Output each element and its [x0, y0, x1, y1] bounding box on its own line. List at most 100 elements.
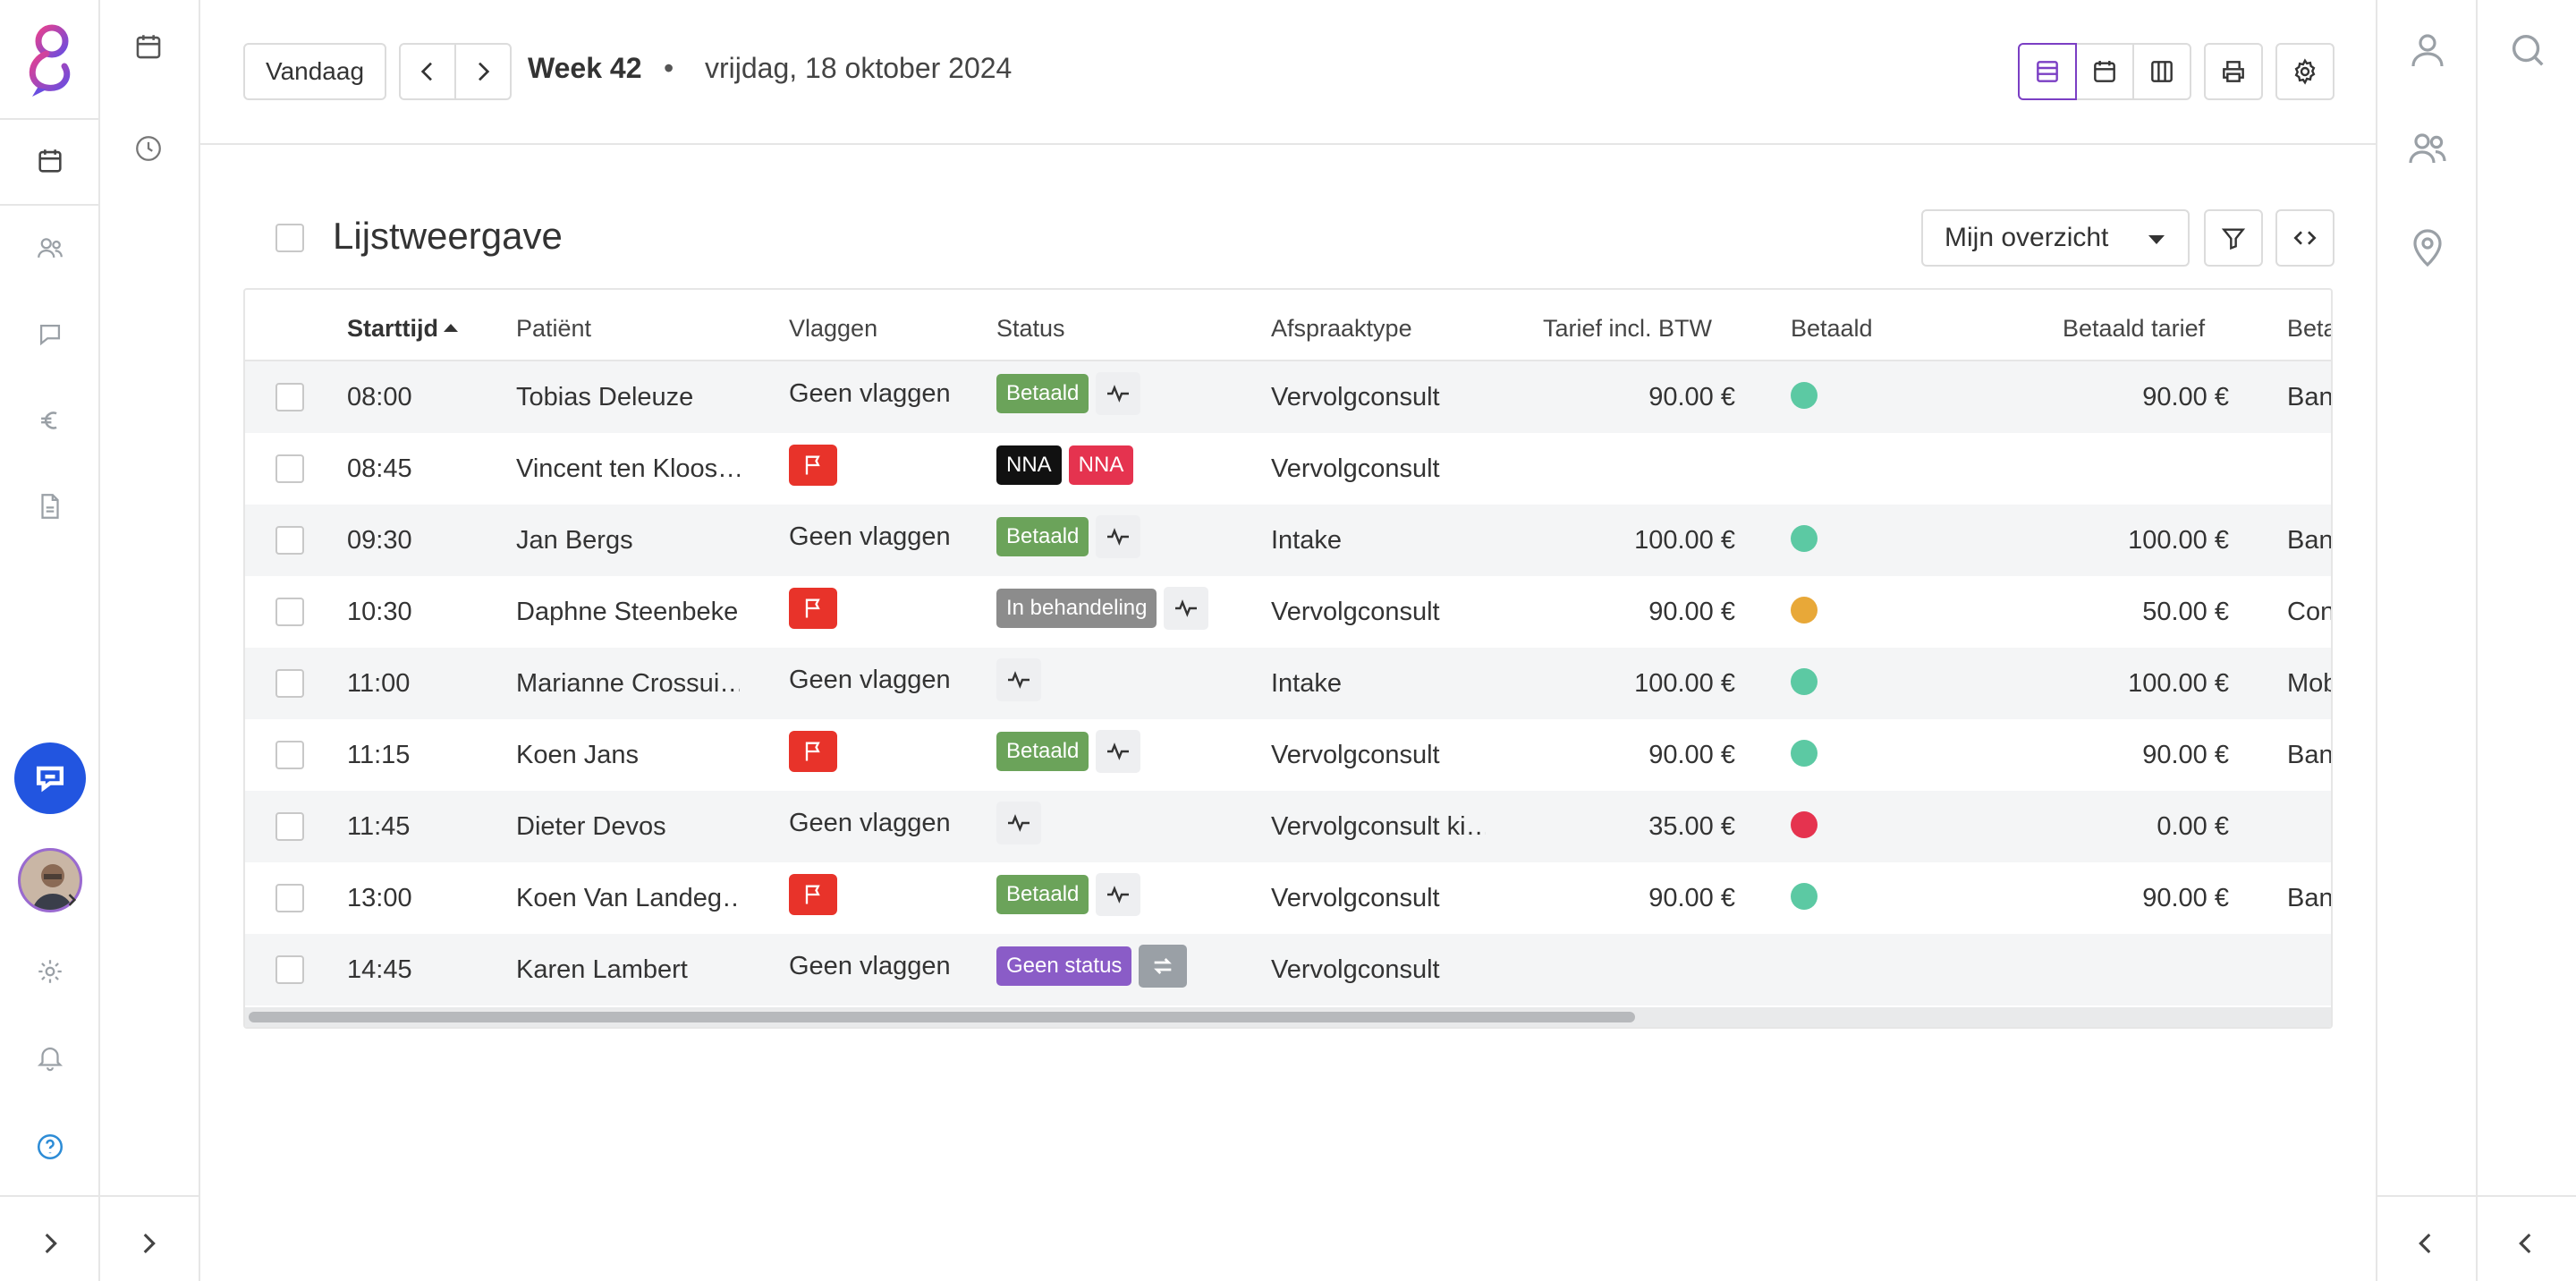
row-checkbox[interactable] [275, 526, 304, 555]
expand-subnav-icon[interactable] [127, 1222, 170, 1265]
group-icon[interactable] [2404, 125, 2451, 172]
activity-icon[interactable] [1164, 587, 1209, 630]
column-header-status[interactable]: Status [996, 315, 1065, 342]
table-row[interactable]: 11:00 Marianne Crossui… Geen vlaggen Intake… [245, 648, 2331, 719]
notifications-icon[interactable] [29, 1036, 72, 1079]
column-header-betaalmethode[interactable]: Beta [2287, 315, 2333, 342]
column-header-starttijd[interactable]: Starttijd [347, 315, 439, 342]
horizontal-scrollbar[interactable] [245, 1007, 2331, 1027]
view-select-dropdown[interactable]: Mijn overzicht [1921, 209, 2190, 267]
row-checkbox[interactable] [275, 955, 304, 984]
activity-icon[interactable] [1096, 873, 1141, 916]
expand-nav-icon[interactable] [29, 1222, 72, 1265]
patient-name[interactable]: Jan Bergs [516, 525, 633, 555]
rate: 90.00 € [1648, 883, 1735, 912]
flag-icon[interactable] [789, 731, 837, 772]
column-header-patient[interactable]: Patiënt [516, 315, 592, 342]
settings-icon[interactable] [29, 950, 72, 993]
patient-name[interactable]: Tobias Deleuze [516, 382, 694, 411]
patient-name[interactable]: Marianne Crossui… [516, 668, 740, 698]
activity-icon[interactable] [996, 802, 1041, 844]
paid-rate: 50.00 € [2142, 597, 2229, 626]
euro-icon[interactable] [29, 399, 72, 442]
status-badge[interactable]: Betaald [996, 374, 1089, 413]
clock-icon[interactable] [127, 127, 170, 170]
status-cell [996, 787, 1041, 859]
code-view-button[interactable] [2275, 209, 2334, 267]
person-icon[interactable] [2404, 27, 2451, 73]
status-badge[interactable]: Geen status [996, 946, 1132, 986]
day-view-button[interactable] [2075, 43, 2134, 100]
row-checkbox[interactable] [275, 598, 304, 626]
table-row[interactable]: 08:00 Tobias Deleuze Geen vlaggen Betaald Ve… [245, 361, 2331, 433]
column-header-betaald[interactable]: Betaald [1791, 315, 1873, 342]
collapse-search-icon[interactable] [2504, 1222, 2547, 1265]
rate: 100.00 € [1634, 525, 1735, 555]
activity-icon[interactable] [1096, 372, 1141, 415]
list-view-button[interactable] [2018, 43, 2077, 100]
row-checkbox[interactable] [275, 383, 304, 411]
row-checkbox[interactable] [275, 454, 304, 483]
paid-status-dot [1791, 668, 1818, 695]
user-avatar[interactable] [18, 848, 82, 912]
help-icon[interactable] [29, 1125, 72, 1168]
column-header-vlaggen[interactable]: Vlaggen [789, 315, 878, 342]
document-icon[interactable] [29, 485, 72, 528]
status-badge[interactable]: In behandeling [996, 589, 1157, 628]
table-row[interactable]: 11:45 Dieter Devos Geen vlaggen Vervolgcons… [245, 791, 2331, 862]
calendar-icon[interactable] [29, 140, 72, 182]
recurring-icon[interactable] [1139, 945, 1188, 988]
status-badge[interactable]: Betaald [996, 732, 1089, 771]
column-header-tarief[interactable]: Tarief incl. BTW [1543, 315, 1713, 342]
activity-icon[interactable] [1096, 730, 1141, 773]
week-view-button[interactable] [2132, 43, 2191, 100]
messages-icon[interactable] [29, 313, 72, 356]
previous-week-button[interactable] [399, 43, 456, 100]
patient-name[interactable]: Koen Jans [516, 740, 640, 769]
table-row[interactable]: 08:45 Vincent ten Kloos… NNA NNA Vervolgcons… [245, 433, 2331, 505]
table-row[interactable]: 09:30 Jan Bergs Geen vlaggen Betaald Intake 1… [245, 505, 2331, 576]
patient-name[interactable]: Dieter Devos [516, 811, 666, 841]
table-row[interactable]: 11:15 Koen Jans Betaald Vervolgconsult 90.00… [245, 719, 2331, 791]
today-button[interactable]: Vandaag [243, 43, 386, 100]
activity-icon[interactable] [1096, 515, 1141, 558]
flag-icon[interactable] [789, 588, 837, 629]
appointments-table: Starttijd Patiënt Vlaggen Status Afspraa… [243, 288, 2333, 1029]
search-icon[interactable] [2504, 27, 2551, 73]
patient-name[interactable]: Vincent ten Kloos… [516, 454, 740, 483]
patient-name[interactable]: Daphne Steenbeke [516, 597, 739, 626]
status-badge[interactable]: Betaald [996, 517, 1089, 556]
status-badge-nna-alert[interactable]: NNA [1068, 445, 1134, 485]
next-week-button[interactable] [454, 43, 512, 100]
patients-icon[interactable] [29, 227, 72, 270]
paid-status-dot [1791, 740, 1818, 767]
settings-button[interactable] [2275, 43, 2334, 100]
flag-icon[interactable] [789, 874, 837, 915]
filter-button[interactable] [2204, 209, 2263, 267]
row-checkbox[interactable] [275, 741, 304, 769]
status-badge[interactable]: Betaald [996, 875, 1089, 914]
column-header-afspraaktype[interactable]: Afspraaktype [1271, 315, 1412, 342]
location-icon[interactable] [2404, 225, 2451, 272]
status-badge-nna[interactable]: NNA [996, 445, 1062, 485]
table-row[interactable]: 13:00 Koen Van Landeg… Betaald Vervolgconsu… [245, 862, 2331, 934]
support-chat-button[interactable] [14, 742, 86, 814]
flag-icon[interactable] [789, 445, 837, 486]
patient-name[interactable]: Karen Lambert [516, 954, 688, 984]
table-row[interactable]: 14:45 Karen Lambert Geen vlaggen Geen statu… [245, 934, 2331, 1005]
activity-icon[interactable] [996, 658, 1041, 701]
print-button[interactable] [2204, 43, 2263, 100]
row-checkbox[interactable] [275, 812, 304, 841]
row-checkbox[interactable] [275, 884, 304, 912]
row-checkbox[interactable] [275, 669, 304, 698]
scrollbar-thumb[interactable] [249, 1012, 1635, 1022]
table-row[interactable]: 10:30 Daphne Steenbeke In behandeling Vervo… [245, 576, 2331, 648]
code-icon [2291, 224, 2319, 252]
column-header-betaald-tarief[interactable]: Betaald tarief [2063, 315, 2206, 342]
select-all-checkbox[interactable] [275, 224, 304, 252]
header-separator: • [664, 52, 674, 84]
patient-name[interactable]: Koen Van Landeg… [516, 883, 740, 912]
collapse-right-panel-icon[interactable] [2404, 1222, 2447, 1265]
agenda-icon[interactable] [127, 25, 170, 68]
search-rail [2476, 0, 2576, 1281]
